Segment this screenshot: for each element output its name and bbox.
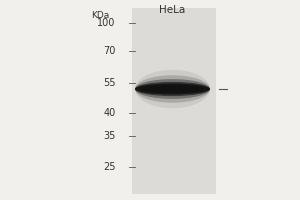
Text: 55: 55 xyxy=(103,78,116,88)
Text: 70: 70 xyxy=(103,46,116,56)
Text: 40: 40 xyxy=(103,108,116,118)
Ellipse shape xyxy=(135,79,210,99)
Text: 100: 100 xyxy=(97,18,116,28)
Ellipse shape xyxy=(135,75,210,103)
Ellipse shape xyxy=(141,85,204,93)
Text: HeLa: HeLa xyxy=(159,5,186,15)
Ellipse shape xyxy=(135,70,210,108)
Text: 25: 25 xyxy=(103,162,116,172)
Text: 35: 35 xyxy=(103,131,116,141)
Text: KDa: KDa xyxy=(91,11,110,20)
Ellipse shape xyxy=(135,84,210,95)
Bar xyxy=(132,8,216,194)
Ellipse shape xyxy=(135,82,210,96)
